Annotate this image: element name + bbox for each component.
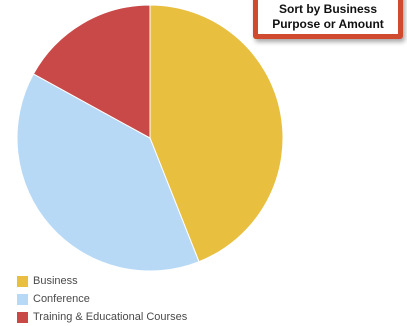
legend-item-business[interactable]: Business xyxy=(17,272,187,290)
sort-callout-text: Sort by Business Purpose or Amount xyxy=(272,2,384,31)
pie-slice-business[interactable] xyxy=(149,4,284,263)
legend-item-conference[interactable]: Conference xyxy=(17,290,187,308)
legend-swatch-business xyxy=(17,275,28,287)
sort-callout-box: Sort by Business Purpose or Amount xyxy=(258,0,398,34)
legend-label-business: Business xyxy=(33,275,78,287)
pie-slice-conference[interactable] xyxy=(16,73,200,272)
legend-swatch-training xyxy=(17,311,28,323)
legend-label-conference: Conference xyxy=(33,293,90,305)
legend-label-training: Training & Educational Courses xyxy=(33,311,188,323)
pie-slice-training[interactable] xyxy=(32,4,151,139)
legend-swatch-conference xyxy=(17,293,28,305)
legend-item-training[interactable]: Training & Educational Courses xyxy=(17,308,187,326)
sort-callout: Sort by Business Purpose or Amount xyxy=(253,0,403,39)
chart-legend: Business Conference Training & Education… xyxy=(17,272,187,326)
